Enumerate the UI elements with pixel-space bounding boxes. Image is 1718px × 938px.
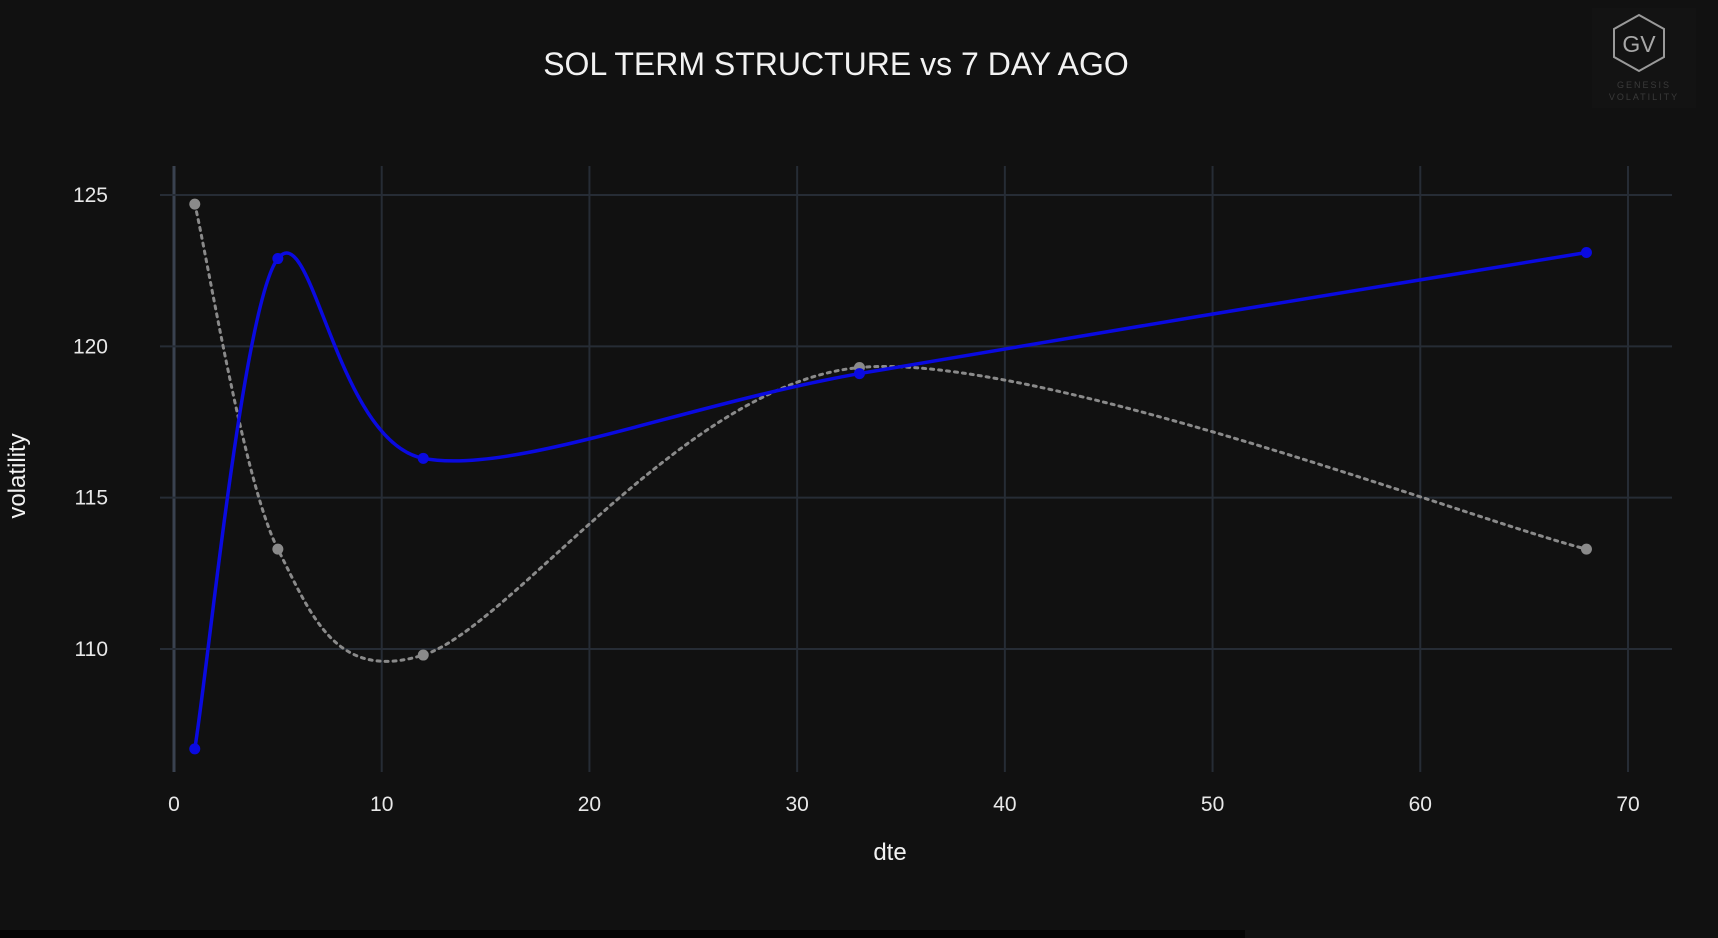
series-current-line — [193, 250, 1589, 751]
series-7-day-ago-line — [193, 202, 1588, 663]
series-current-point — [189, 743, 201, 755]
series-current-point — [417, 452, 429, 464]
series-7-day-ago-point — [189, 198, 201, 210]
bottom-strip — [0, 930, 1245, 938]
logo-hexagon-icon: GV GENESIS VOLATILITY — [1609, 13, 1679, 102]
logo-line-2: VOLATILITY — [1609, 92, 1679, 102]
logo-monogram: GV — [1622, 31, 1656, 57]
y-axis-title: volatility — [4, 433, 31, 518]
x-tick-label: 0 — [168, 793, 180, 816]
series-current-point — [272, 253, 284, 265]
x-tick-label: 30 — [785, 793, 808, 816]
logo-line-1: GENESIS — [1617, 80, 1671, 90]
x-tick-label: 70 — [1616, 793, 1639, 816]
x-tick-label: 50 — [1201, 793, 1224, 816]
series-7-day-ago-point — [1580, 543, 1592, 555]
series-7-day-ago-point — [417, 649, 429, 661]
x-tick-label: 60 — [1409, 793, 1432, 816]
series-current-point — [1580, 247, 1592, 259]
y-tick-label: 110 — [75, 638, 108, 661]
series-7-day-ago-point — [272, 543, 284, 555]
y-tick-label: 120 — [73, 335, 108, 358]
y-tick-label: 125 — [73, 184, 108, 207]
x-axis-title: dte — [873, 839, 906, 866]
chart-title: SOL TERM STRUCTURE vs 7 DAY AGO — [543, 46, 1129, 82]
x-tick-label: 40 — [993, 793, 1016, 816]
y-tick-label: 115 — [75, 487, 108, 510]
series-layer — [189, 198, 1592, 755]
series-current-point — [853, 368, 865, 380]
tick-labels: 0 10 20 30 40 50 60 70 110 115 120 125 — [73, 184, 1640, 816]
x-tick-label: 10 — [370, 793, 393, 816]
grid-lines — [160, 166, 1672, 772]
x-tick-label: 20 — [578, 793, 601, 816]
genesis-volatility-logo: GV GENESIS VOLATILITY — [1592, 8, 1696, 108]
